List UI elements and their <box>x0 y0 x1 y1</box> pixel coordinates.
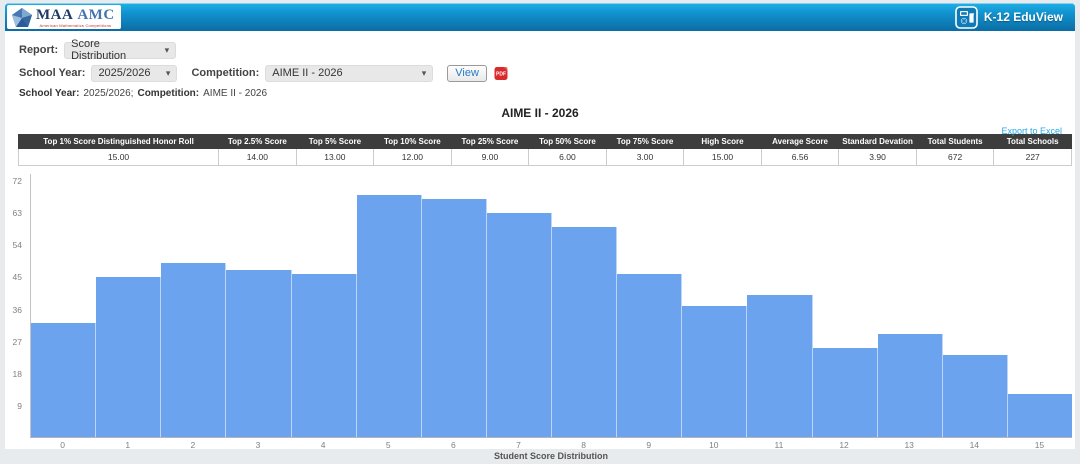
y-tick-label: 63 <box>12 208 22 219</box>
filter-row: School Year: 2025/2026 ▾ Competition: AIM… <box>19 64 1075 82</box>
report-select[interactable]: Score Distribution ▾ <box>64 38 177 62</box>
chart-plot-area <box>30 174 1072 438</box>
bar-score-14 <box>942 355 1008 437</box>
bar-score-15 <box>1007 394 1072 437</box>
logo-tagline: American Mathematics Competitions <box>39 22 112 28</box>
school-year-label: School Year: <box>19 67 86 79</box>
view-button[interactable]: View <box>447 64 487 82</box>
x-tick-label: 7 <box>516 440 521 450</box>
y-tick-label: 27 <box>12 336 22 347</box>
maa-diamond-icon <box>12 7 32 27</box>
table-header-row: Top 1% Score Distinguished Honor Roll Top… <box>17 134 1072 149</box>
x-tick-label: 15 <box>1034 440 1045 450</box>
score-summary-table: Top 1% Score Distinguished Honor Roll Top… <box>17 134 1072 166</box>
report-title: AIME II - 2026 <box>501 106 579 120</box>
table-column-header: Top 10% Score <box>373 134 452 149</box>
bar-score-6 <box>421 198 487 437</box>
table-column-header: Average Score <box>760 134 840 149</box>
selection-summary: School Year: 2025/2026; Competition: AIME … <box>19 87 268 99</box>
x-tick-label: 6 <box>450 440 456 450</box>
table-cell-value: 12.00 <box>373 148 452 166</box>
x-tick-label: 2 <box>190 440 196 450</box>
table-cell-value: 227 <box>993 148 1072 166</box>
table-value-row: 15.00 14.00 13.00 12.00 9.00 6.00 3.00 15.00 6.5… <box>17 148 1072 166</box>
bar-score-10 <box>682 305 748 437</box>
bar-score-3 <box>226 269 292 437</box>
y-tick-label: 36 <box>12 304 22 315</box>
table-column-header: Top 50% Score <box>528 134 607 149</box>
y-tick-label: 72 <box>12 176 22 187</box>
x-tick-label: 4 <box>320 440 326 450</box>
table-cell-value: 3.00 <box>605 148 685 166</box>
bar-score-5 <box>356 195 422 437</box>
competition-label: Competition: <box>191 67 260 79</box>
report-controls: Report: Score Distribution ▾ School Year:… <box>5 31 1075 99</box>
table-column-header: Total Students <box>915 134 995 149</box>
table-column-header: Top 1% Score Distinguished Honor Roll <box>17 134 220 149</box>
x-axis-title: Student Score Distribution <box>493 451 608 461</box>
x-tick-label: 8 <box>581 440 586 450</box>
bar-score-11 <box>747 294 813 437</box>
y-tick-label: 54 <box>12 240 22 251</box>
school-year-select[interactable]: 2025/2026 ▾ <box>91 64 178 82</box>
x-tick-label: 11 <box>774 440 784 450</box>
table-cell-value: 14.00 <box>218 148 297 166</box>
table-column-header: Top 75% Score <box>605 134 685 149</box>
competition-select[interactable]: AIME II - 2026 ▾ <box>265 64 434 82</box>
top-navigation-bar: MAA AMC American Mathematics Competitions… <box>5 3 1075 31</box>
svg-text:PDF: PDF <box>496 71 506 77</box>
x-tick-label: 1 <box>125 440 131 450</box>
bar-score-9 <box>617 273 683 437</box>
eduview-calculator-icon <box>955 5 978 29</box>
table-cell-value: 13.00 <box>295 148 375 166</box>
x-tick-label: 0 <box>60 440 65 450</box>
table-cell-value: 15.00 <box>683 148 762 166</box>
x-axis-ticks: 0 1 2 3 4 5 6 7 8 9 10 11 12 13 14 15 <box>30 438 1072 450</box>
table-cell-value: 15.00 <box>17 148 220 166</box>
score-distribution-chart: 9 18 27 36 45 54 63 72 0 1 2 3 4 5 6 7 8 9 10 11 12 13 14 15 S… <box>13 174 1072 464</box>
app-title: K-12 EduView <box>983 10 1063 24</box>
x-tick-label: 3 <box>255 440 261 450</box>
report-label: Report: <box>19 44 59 56</box>
y-tick-label: 45 <box>12 272 22 283</box>
logo-text: MAA AMC <box>36 6 115 23</box>
report-row: Report: Score Distribution ▾ <box>19 38 1075 62</box>
table-cell-value: 6.56 <box>760 148 840 166</box>
table-cell-value: 3.90 <box>838 148 917 166</box>
table-cell-value: 672 <box>915 148 995 166</box>
y-tick-label: 18 <box>12 368 22 379</box>
table-column-header: Standard Devation <box>838 134 917 149</box>
bar-score-13 <box>877 333 943 437</box>
x-tick-label: 5 <box>385 440 391 450</box>
maa-amc-logo[interactable]: MAA AMC American Mathematics Competitions <box>7 5 121 29</box>
pdf-export-icon[interactable]: PDF <box>494 66 508 81</box>
chevron-down-icon: ▾ <box>165 67 171 78</box>
x-tick-label: 9 <box>646 440 652 450</box>
table-column-header: Top 2.5% Score <box>218 134 297 149</box>
table-column-header: High Score <box>683 134 762 149</box>
export-to-excel-link[interactable]: Export to Excel <box>1001 126 1062 136</box>
table-cell-value: 9.00 <box>450 148 530 166</box>
x-tick-label: 10 <box>709 440 719 450</box>
bar-score-0 <box>31 323 97 437</box>
bar-score-1 <box>96 277 162 437</box>
bar-score-4 <box>291 273 357 437</box>
table-column-header: Top 25% Score <box>450 134 530 149</box>
x-tick-label: 12 <box>839 440 849 450</box>
chevron-down-icon: ▾ <box>421 67 427 78</box>
bar-score-8 <box>552 227 618 437</box>
table-column-header: Total Schools <box>993 134 1072 149</box>
table-column-header: Top 5% Score <box>295 134 375 149</box>
table-cell-value: 6.00 <box>528 148 607 166</box>
x-tick-label: 13 <box>904 440 914 450</box>
bar-score-12 <box>812 348 878 437</box>
x-tick-label: 14 <box>969 440 980 450</box>
chevron-down-icon: ▾ <box>164 44 170 55</box>
y-tick-label: 9 <box>17 400 22 411</box>
bar-score-7 <box>486 213 552 437</box>
page: MAA AMC American Mathematics Competitions… <box>5 3 1075 461</box>
bar-score-2 <box>161 262 227 437</box>
y-axis-ticks: 9 18 27 36 45 54 63 72 <box>5 174 25 438</box>
